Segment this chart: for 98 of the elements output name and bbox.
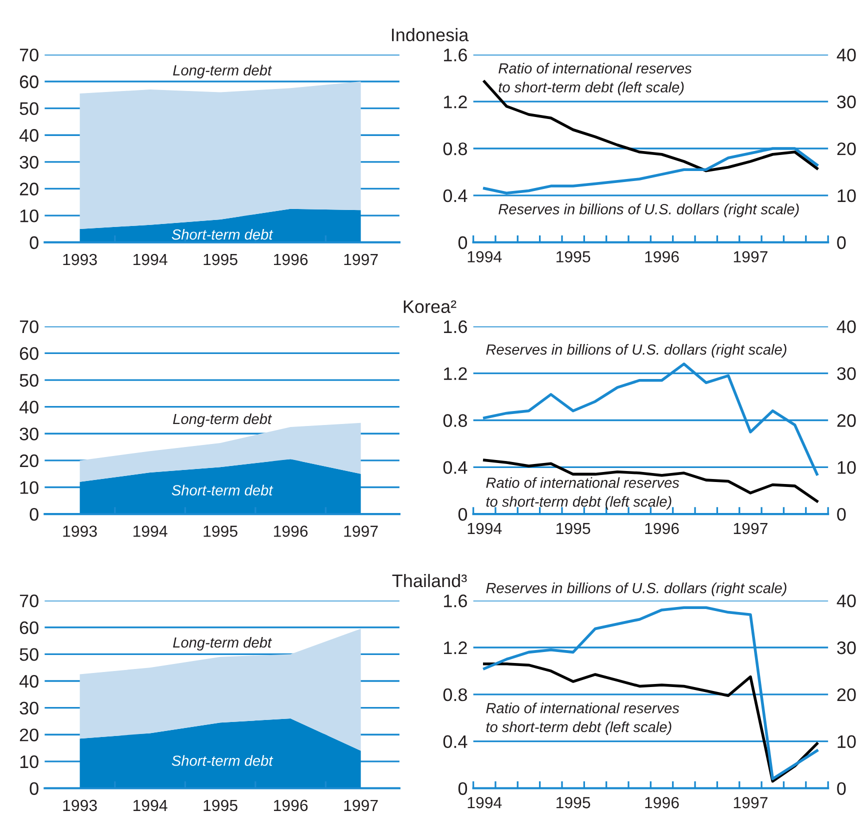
y-tick-label: 60 [20,621,38,634]
y-tick-label: 0 [30,508,38,521]
y-tick-label: 40 [19,674,38,688]
y2-tick-label: 30 [837,96,856,108]
y-tick-label: 1.6 [444,594,467,608]
x-tick-label: 1996 [645,797,679,808]
x-tick-label: 1996 [274,800,308,812]
x-tick-label: 1995 [204,254,238,266]
y-tick-label: 30 [20,428,38,440]
y-tick-label: 40 [19,400,38,414]
x-tick-label: 1997 [344,800,378,812]
y-tick-label: 70 [20,594,38,608]
chart-title: Korea² [404,300,456,314]
y-tick-label: 0.8 [443,142,467,156]
series-label: Short-term debt [172,484,274,496]
y-tick-label: 40 [19,129,38,142]
y-tick-label: 0.8 [443,414,467,427]
y2-tick-label: 10 [838,735,856,748]
y-tick-label: 1.6 [444,320,467,334]
x-tick-label: 1995 [204,526,238,537]
y-tick-label: 30 [20,702,38,715]
y-tick-label: 70 [20,48,38,62]
y-tick-label: 0 [458,236,468,250]
y-tick-label: 0 [30,782,38,795]
y-tick-label: 60 [20,75,38,88]
series-label: Ratio of international reserves to short-term debt (left scale) [486,702,680,736]
y-tick-label: 30 [20,156,38,169]
x-tick-label: 1994 [468,522,502,534]
y2-tick-label: 10 [838,461,856,474]
y2-tick-label: 40 [836,48,856,62]
y-tick-label: 50 [20,374,38,387]
y-tick-label: 20 [20,728,38,742]
y-tick-label: 0.4 [443,735,468,748]
x-tick-label: 1996 [645,522,679,534]
y2-tick-label: 30 [837,367,856,380]
y2-tick-label: 0 [837,782,846,795]
series-label: Long-term debt [173,636,272,651]
y2-tick-label: 20 [837,688,856,702]
series-label: Ratio of international reserves to short-term debt (left scale) [498,62,692,96]
x-tick-label: 1994 [468,251,502,262]
chart-title: Thailand³ [392,574,467,588]
x-tick-label: 1997 [734,522,768,534]
y-tick-label: 1.2 [444,641,467,654]
y-tick-label: 1.2 [444,367,467,380]
series-label: Reserves in billions of U.S. dollars (right scale) [486,582,786,596]
y2-tick-label: 20 [837,142,856,156]
x-tick-label: 1997 [344,526,378,537]
x-tick-label: 1997 [734,797,768,808]
y2-tick-label: 20 [837,414,856,427]
x-tick-label: 1995 [556,797,590,808]
y-tick-label: 0.8 [443,688,467,702]
line-series [483,80,818,172]
chart-title: Indonesia [392,28,469,42]
y-tick-label: 50 [20,102,38,116]
y-tick-label: 10 [20,755,38,768]
y-tick-label: 1.6 [444,48,467,62]
y2-tick-label: 0 [837,236,846,250]
series-label: Reserves in billions of U.S. dollars (right scale) [498,204,799,218]
y-tick-label: 10 [20,209,38,222]
x-tick-label: 1994 [134,254,168,266]
y-tick-label: 1.2 [444,96,467,108]
y2-tick-label: 40 [836,320,856,334]
x-tick-label: 1993 [63,254,97,266]
x-tick-label: 1995 [556,251,590,262]
y-tick-label: 20 [20,454,38,468]
x-tick-label: 1997 [734,251,768,262]
x-tick-label: 1996 [645,251,679,262]
text: Reserves in billions of U.S. dollars (right scale) [486,344,786,358]
x-tick-label: 1993 [63,800,97,812]
y-tick-label: 0.4 [443,189,468,202]
x-tick-label: 1993 [63,526,97,537]
y-tick-label: 10 [20,481,38,494]
series-label: Long-term debt [173,64,272,78]
x-tick-label: 1994 [468,797,502,808]
x-tick-label: 1994 [134,800,168,812]
series-label: Ratio of international reserves to short-term debt (left scale) [486,477,680,510]
series-label: Short-term debt [172,755,274,766]
y-tick-label: 20 [20,182,38,196]
x-tick-label: 1995 [204,800,238,812]
y2-tick-label: 0 [837,508,846,521]
series-label: Long-term debt [173,413,272,428]
x-tick-label: 1995 [556,522,590,534]
series-label: Short-term debt [172,228,274,240]
x-tick-label: 1996 [274,526,308,537]
line-series [483,662,818,783]
y-tick-label: 50 [20,648,38,661]
y2-tick-label: 10 [838,189,856,202]
y-tick-label: 70 [20,320,38,334]
x-tick-label: 1996 [274,254,308,266]
y2-tick-label: 40 [836,594,856,608]
y-tick-label: 0 [30,236,38,250]
y-tick-label: 0.4 [443,461,468,474]
y2-tick-label: 30 [837,641,856,654]
y-tick-label: 0 [458,508,468,521]
x-tick-label: 1997 [344,254,378,266]
y-tick-label: 0 [458,782,468,795]
x-tick-label: 1994 [134,526,168,537]
y-tick-label: 60 [20,347,38,360]
